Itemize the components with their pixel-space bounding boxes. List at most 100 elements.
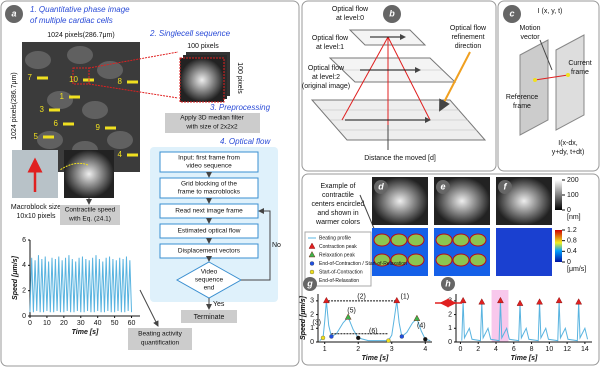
box-text: Apply 3D median filter	[180, 115, 244, 122]
label: y+dy, t+dt)	[552, 149, 585, 156]
colorbar-label: 100	[567, 192, 579, 199]
contractile-center	[452, 253, 470, 267]
label: 10x10 pixels	[17, 213, 56, 220]
y-axis-label: Speed [μm/s]	[12, 255, 19, 300]
marker	[423, 337, 428, 342]
colorbar-label: 0	[567, 259, 571, 266]
step: 3. Preprocessing	[210, 103, 271, 112]
colorbar-label: 0.4	[567, 248, 577, 255]
badge	[374, 180, 388, 194]
cell-image	[64, 150, 114, 198]
badge	[441, 277, 455, 291]
decision-text: end	[204, 285, 215, 292]
y-tick-label: 0	[310, 339, 314, 346]
flow-text: frame to macroblocks	[178, 189, 241, 196]
cell-height: 100 pixels	[236, 62, 243, 94]
marker	[308, 251, 316, 258]
label: Macroblock size	[11, 204, 61, 211]
zoom-line	[88, 83, 179, 99]
x-tick-label: 20	[60, 320, 68, 327]
box-text: Beating activity	[138, 331, 182, 338]
pixel	[533, 78, 537, 82]
marker-bar	[49, 108, 60, 112]
arrow	[439, 51, 471, 112]
colorbar	[555, 180, 562, 210]
legend-label: Relaxation peak	[319, 252, 355, 258]
example-text: and shown in	[317, 210, 358, 217]
colorbar-label: 0	[567, 207, 571, 214]
x-axis-label: Time [s]	[72, 329, 99, 336]
speed-map	[496, 228, 552, 276]
colorbar	[555, 230, 562, 262]
annotation: (1)	[401, 294, 410, 301]
label: frame	[571, 69, 589, 76]
x-tick-label: 0	[458, 346, 462, 353]
badge	[303, 277, 317, 291]
x-tick-label: 4	[494, 346, 498, 353]
contractile-center	[452, 233, 470, 247]
marker	[386, 338, 391, 343]
box-text: with Eq. (24.1)	[68, 216, 111, 223]
marker-bar	[37, 76, 48, 80]
box	[60, 205, 120, 225]
marker	[413, 314, 421, 321]
marker	[516, 299, 524, 306]
marker	[320, 335, 326, 341]
cell-label: 6	[54, 119, 59, 128]
label: direction	[455, 43, 482, 50]
colorbar-unit: [μm/s]	[567, 266, 586, 273]
badge-label: a	[11, 8, 16, 18]
legend-label: End-of-Contraction / Start-of-Relaxation	[319, 261, 407, 267]
cell	[25, 51, 51, 69]
example-text: contractile	[322, 192, 354, 199]
label: at level:2	[312, 74, 340, 81]
legend: Beating profile Contraction peak Relaxatio…	[304, 231, 407, 287]
legend-box	[304, 231, 372, 287]
x-tick-label: 3	[390, 346, 394, 353]
marker	[459, 296, 467, 304]
contractile-center	[407, 233, 425, 247]
pixel	[566, 73, 570, 77]
marker	[497, 296, 504, 304]
frame	[519, 39, 549, 136]
leader	[539, 39, 553, 71]
contractile-center	[435, 253, 453, 267]
marker	[555, 296, 563, 304]
y-tick-label: 4	[22, 262, 26, 269]
label: at level:0	[336, 15, 364, 22]
x-tick-label: 8	[530, 346, 534, 353]
marker	[309, 261, 315, 266]
flow-text: Estimated optical flow	[178, 228, 241, 235]
badge-label: f	[504, 181, 508, 191]
contractile-center	[407, 253, 425, 267]
marker-bar	[63, 122, 74, 126]
colorbar-unit: [nm]	[567, 214, 581, 221]
y-tick-label: 1	[448, 325, 452, 332]
contractile-center	[373, 233, 391, 247]
flow-text: video sequence	[186, 163, 232, 170]
marker	[309, 269, 315, 275]
y-axis-label: Speed [μm/s]	[300, 295, 307, 340]
badge-label: e	[440, 181, 445, 191]
cell	[82, 101, 108, 119]
example-text: warmer colors	[315, 219, 360, 226]
flow-text: Read next image frame	[175, 208, 243, 215]
marker-bar	[69, 95, 80, 99]
badge	[503, 5, 521, 23]
x-tick-label: 12	[563, 346, 571, 353]
x-tick-label: 2	[476, 346, 480, 353]
colorbar-label: 0.8	[567, 238, 577, 245]
title: of multiple cardiac cells	[30, 16, 113, 25]
marker	[575, 298, 583, 305]
cell-image	[179, 57, 225, 103]
annotation: (5)	[347, 307, 356, 314]
cells: 71018369524	[25, 46, 138, 160]
label: I (x, y, t)	[538, 8, 563, 15]
x-tick-label: 50	[111, 320, 119, 327]
marker-bar	[43, 135, 54, 139]
example-text: centers encircled	[312, 201, 365, 208]
x-tick-label: 4	[423, 346, 427, 353]
y-tick-label: 0	[22, 313, 26, 320]
box	[165, 113, 260, 133]
marker	[393, 296, 401, 304]
